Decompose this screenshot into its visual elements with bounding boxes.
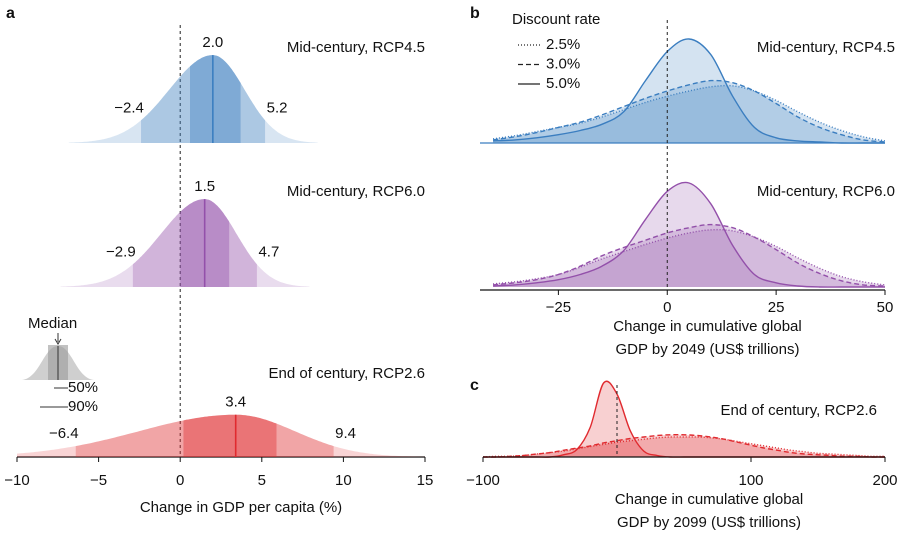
median-label: 3.4	[225, 394, 246, 411]
q05-label: −2.9	[106, 243, 136, 260]
ridge-title: End of century, RCP2.6	[269, 365, 425, 382]
x-axis-label: GDP by 2099 (US$ trillions)	[617, 514, 801, 531]
legend-arrow	[54, 338, 62, 345]
x-tick-label: −100	[466, 472, 500, 489]
x-tick-label: −10	[4, 472, 29, 489]
q95-label: 9.4	[335, 425, 356, 442]
x-axis-label: Change in GDP per capita (%)	[140, 499, 342, 516]
legend-inset	[22, 333, 94, 408]
q05-label: −6.4	[49, 425, 79, 442]
density-line	[493, 223, 886, 287]
legend-label: 50%	[68, 379, 98, 396]
density-curve	[68, 55, 318, 143]
ridge-title: End of century, RCP2.6	[721, 402, 877, 419]
density-area	[483, 434, 885, 458]
q95-label: 5.2	[267, 99, 288, 116]
x-tick-label: 0	[663, 299, 671, 316]
density-curve	[60, 199, 310, 287]
density-curve	[17, 414, 425, 457]
ridge-title: Mid-century, RCP6.0	[287, 183, 425, 200]
ridge-title: Mid-century, RCP4.5	[287, 39, 425, 56]
x-tick-label: 10	[335, 472, 352, 489]
x-tick-label: 0	[176, 472, 184, 489]
x-tick-label: 15	[417, 472, 434, 489]
x-tick-label: 200	[872, 472, 897, 489]
q95-label: 4.7	[258, 243, 279, 260]
density-line	[493, 79, 886, 143]
range-50	[183, 414, 277, 457]
density-line	[482, 434, 886, 458]
ridge-title: Mid-century, RCP4.5	[757, 39, 895, 56]
density-area	[493, 182, 885, 288]
x-tick-label: 100	[738, 472, 763, 489]
legend-label: Median	[28, 315, 77, 332]
legend-label: 90%	[68, 398, 98, 415]
density-area	[493, 38, 885, 144]
panel-letter: c	[470, 377, 479, 394]
x-tick-label: 25	[768, 299, 785, 316]
x-axis-label: Change in cumulative global	[613, 318, 801, 335]
legend-label: 3.0%	[546, 55, 580, 72]
x-axis-label: Change in cumulative global	[615, 491, 803, 508]
density-line	[493, 38, 885, 144]
legend-title: Discount rate	[512, 11, 600, 28]
x-tick-label: −5	[90, 472, 107, 489]
range-50	[189, 55, 241, 143]
density-area	[493, 229, 885, 287]
x-tick-label: 50	[877, 299, 894, 316]
legend-label: 2.5%	[546, 36, 580, 53]
legend-label: 5.0%	[546, 75, 580, 92]
density-line	[493, 181, 885, 288]
median-label: 1.5	[194, 178, 215, 195]
x-tick-label: −25	[546, 299, 571, 316]
x-axis-label: GDP by 2049 (US$ trillions)	[616, 341, 800, 358]
median-label: 2.0	[202, 34, 223, 51]
panel-letter: b	[470, 5, 480, 22]
x-tick-label: 5	[258, 472, 266, 489]
ridge-title: Mid-century, RCP6.0	[757, 183, 895, 200]
q05-label: −2.4	[114, 99, 144, 116]
density-area	[493, 85, 885, 143]
panel-letter: a	[6, 5, 15, 22]
